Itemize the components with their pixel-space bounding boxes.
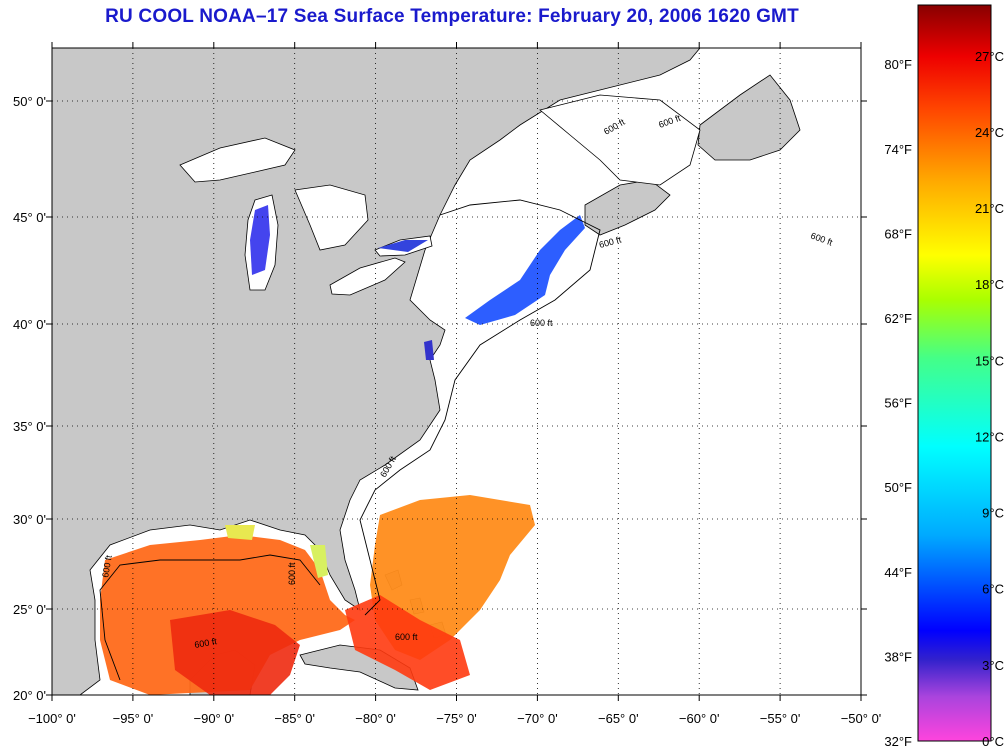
colorbar (917, 4, 992, 742)
celsius-label: 24°C (975, 125, 1004, 140)
sst-chesapeake (424, 340, 434, 360)
latitude-axis: 50° 0' 45° 0' 40° 0' 35° 0' 30° 0' 25° 0' 20° … (13, 94, 46, 703)
map-title: RU COOL NOAA–17 Sea Surface Temperature:… (105, 6, 799, 27)
bathymetry-contour-gulf (99, 554, 321, 681)
fahrenheit-label: 56°F (884, 396, 912, 411)
fahrenheit-label: 38°F (884, 649, 912, 664)
fahrenheit-label: 74°F (884, 142, 912, 157)
contour-label: 600 ft (194, 636, 218, 650)
map-frame (51, 47, 862, 696)
lon-tick-label: −95° 0' (113, 711, 154, 726)
celsius-label: 0°C (982, 734, 1004, 749)
celsius-label: 3°C (982, 658, 1004, 673)
sst-lake-ontario (378, 240, 428, 252)
celsius-label: 6°C (982, 582, 1004, 597)
sst-florida-coast (310, 545, 328, 578)
lake-superior (179, 137, 296, 183)
contour-label: 600 ft (395, 632, 418, 642)
sst-lake-michigan (250, 205, 270, 275)
fahrenheit-label: 62°F (884, 311, 912, 326)
fahrenheit-label: 44°F (884, 565, 912, 580)
celsius-label: 12°C (975, 429, 1004, 444)
gulf-st-lawrence (539, 94, 701, 186)
fahrenheit-label: 68°F (884, 226, 912, 241)
lat-tick-label: 30° 0' (13, 512, 46, 527)
lat-tick-label: 25° 0' (13, 602, 46, 617)
lon-tick-label: −80° 0' (355, 711, 396, 726)
lon-tick-label: −65° 0' (598, 711, 639, 726)
bathymetry-contour-600ft (359, 199, 601, 616)
lat-tick-label: 20° 0' (13, 688, 46, 703)
fahrenheit-label: 32°F (884, 734, 912, 749)
lat-tick-label: 50° 0' (13, 94, 46, 109)
lake-erie (329, 257, 406, 296)
lon-tick-label: −50° 0' (841, 711, 882, 726)
fahrenheit-label: 50°F (884, 480, 912, 495)
lon-tick-label: −90° 0' (194, 711, 235, 726)
fahrenheit-label: 80°F (884, 57, 912, 72)
lon-tick-label: −60° 0' (679, 711, 720, 726)
land-nova-scotia (584, 179, 671, 236)
fahrenheit-scale: 80°F 74°F 68°F 62°F 56°F 50°F 44°F 38°F 32°F (884, 57, 912, 749)
lon-tick-label: −85° 0' (274, 711, 315, 726)
sst-caribbean (345, 595, 470, 690)
lon-tick-label: −55° 0' (760, 711, 801, 726)
land-north-america (52, 48, 701, 695)
lon-tick-label: −100° 0' (28, 711, 76, 726)
celsius-label: 18°C (975, 277, 1004, 292)
longitude-axis: −100° 0' −95° 0' −90° 0' −85° 0' −80° 0' −75°… (28, 711, 881, 726)
celsius-label: 21°C (975, 201, 1004, 216)
sst-northeast-shelf (465, 215, 585, 325)
celsius-label: 9°C (982, 506, 1004, 521)
lake-huron (294, 184, 369, 251)
lat-tick-label: 40° 0' (13, 317, 46, 332)
celsius-scale: 27°C 24°C 21°C 18°C 15°C 12°C 9°C 6°C 3°C 0°C (975, 49, 1004, 749)
contour-label: 600 ft (100, 554, 114, 578)
land-newfoundland (697, 74, 801, 161)
lat-tick-label: 45° 0' (13, 210, 46, 225)
celsius-label: 27°C (975, 49, 1004, 64)
lon-tick-label: −75° 0' (436, 711, 477, 726)
sst-gulf-coast-cool (225, 525, 255, 540)
celsius-label: 15°C (975, 353, 1004, 368)
sst-gulf-warm-core (170, 610, 300, 695)
contour-label: 600 ft (287, 562, 297, 585)
lat-tick-label: 35° 0' (13, 419, 46, 434)
contour-label: 600 ft (530, 318, 553, 328)
lon-tick-label: −70° 0' (517, 711, 558, 726)
